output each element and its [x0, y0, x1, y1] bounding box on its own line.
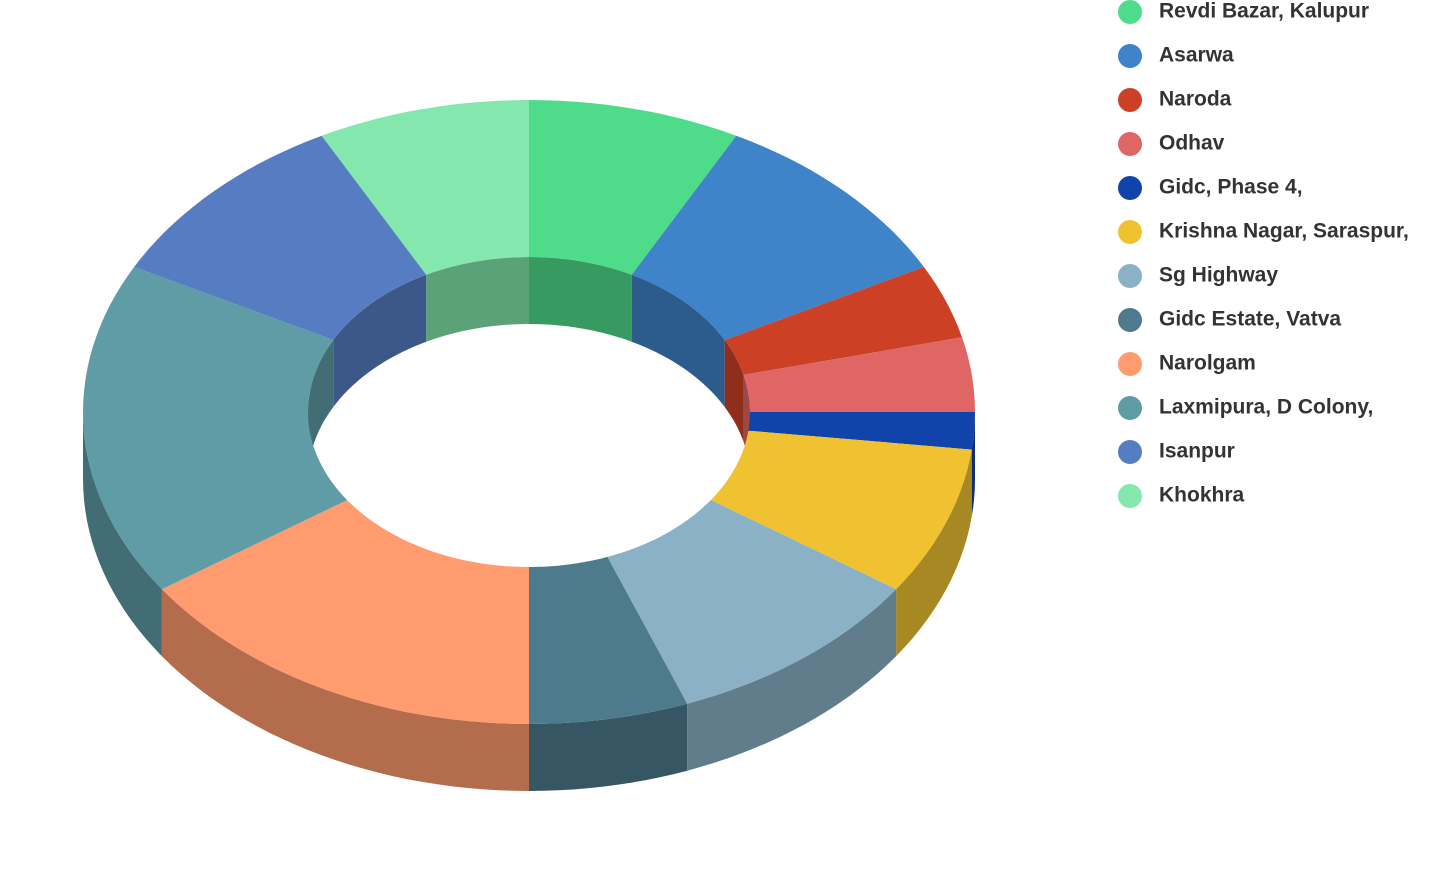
- slice-inner-side: [333, 274, 427, 407]
- legend-swatch: [1118, 396, 1142, 420]
- slice: [724, 267, 962, 375]
- legend-label: Revdi Bazar, Kalupur: [1159, 0, 1369, 23]
- slice-inner-side: [308, 340, 334, 479]
- slice-outer-side: [687, 589, 897, 771]
- legend-swatch: [1118, 352, 1142, 376]
- legend-label: Sg Highway: [1159, 264, 1278, 287]
- slice: [529, 100, 737, 275]
- legend-swatch: [1118, 484, 1142, 508]
- slice: [321, 100, 529, 275]
- slice-outer-side: [971, 412, 975, 517]
- slice: [529, 556, 688, 724]
- slice-outer-side: [83, 412, 162, 657]
- legend-label: Laxmipura, D Colony,: [1159, 396, 1373, 419]
- legend-swatch: [1118, 132, 1142, 156]
- donut-tops: [83, 100, 975, 724]
- slice: [743, 337, 975, 412]
- legend-label: Narolgam: [1159, 352, 1256, 375]
- legend-label: Naroda: [1159, 88, 1232, 111]
- slice: [748, 412, 975, 450]
- slice-outer-side: [529, 703, 688, 791]
- legend-swatch: [1118, 44, 1142, 68]
- donut-walls: [83, 257, 975, 791]
- slice-inner-side: [529, 257, 632, 342]
- legend-swatch: [1118, 0, 1142, 24]
- slice: [710, 430, 972, 590]
- slice-inner-side: [724, 340, 744, 442]
- legend-swatch: [1118, 88, 1142, 112]
- slice-inner-side: [631, 274, 725, 407]
- legend-label: Gidc Estate, Vatva: [1159, 308, 1341, 331]
- slice-inner-side: [426, 257, 529, 342]
- legend-label: Asarwa: [1159, 44, 1234, 67]
- slice: [83, 267, 348, 590]
- legend-swatch: [1118, 308, 1142, 332]
- legend-swatch: [1118, 220, 1142, 244]
- slice-outer-side: [161, 589, 529, 791]
- slice-outer-side: [896, 449, 972, 657]
- slice: [607, 500, 897, 704]
- slice: [134, 135, 427, 340]
- legend-swatch: [1118, 440, 1142, 464]
- legend-swatch: [1118, 264, 1142, 288]
- legend-label: Isanpur: [1159, 440, 1235, 463]
- slice: [631, 135, 924, 340]
- legend-label: Khokhra: [1159, 484, 1245, 507]
- legend-swatch: [1118, 176, 1142, 200]
- legend: Revdi Bazar, Kalupur Asarwa Naroda Odhav Gid…: [1118, 0, 1409, 508]
- legend-label: Odhav: [1159, 132, 1225, 155]
- slice: [161, 500, 529, 724]
- legend-label: Gidc, Phase 4,: [1159, 176, 1303, 199]
- legend-label: Krishna Nagar, Saraspur,: [1159, 220, 1409, 243]
